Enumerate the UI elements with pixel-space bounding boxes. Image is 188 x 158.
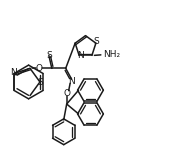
Text: S: S: [37, 79, 43, 88]
Text: N: N: [68, 77, 75, 86]
Text: S: S: [46, 51, 52, 60]
Text: N: N: [11, 68, 17, 77]
Text: N: N: [77, 51, 84, 60]
Text: NH₂: NH₂: [103, 50, 120, 59]
Text: O: O: [63, 89, 70, 98]
Text: S: S: [93, 37, 99, 46]
Text: O: O: [35, 64, 42, 73]
